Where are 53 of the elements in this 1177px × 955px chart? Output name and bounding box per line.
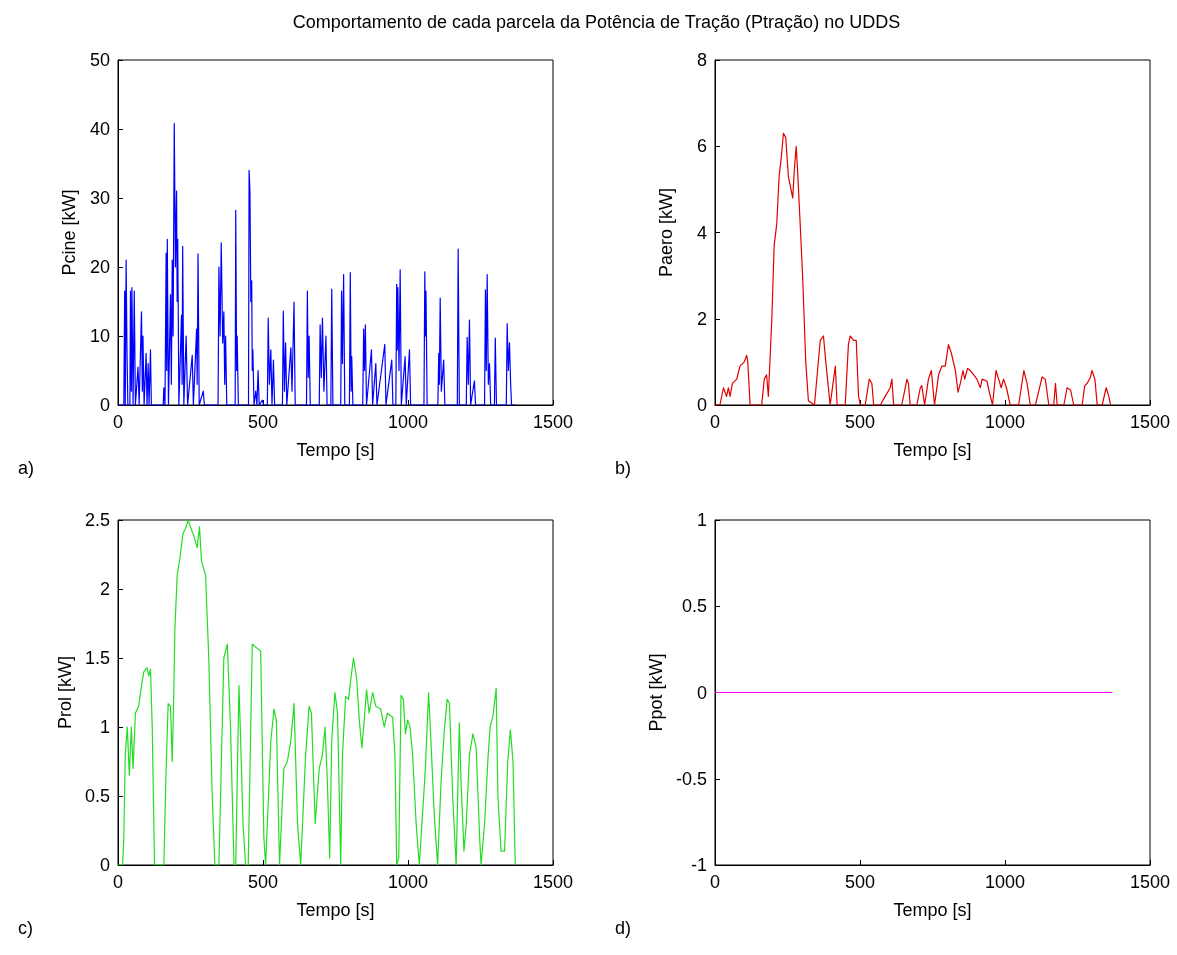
y-tick-label: -1 <box>690 855 707 875</box>
y-tick-label: 0 <box>99 395 110 415</box>
x-tick-label: 1500 <box>1129 412 1171 432</box>
x-tick-label: 1500 <box>532 412 574 432</box>
x-tick-label: 1500 <box>532 872 574 892</box>
y-axis-title: Paero [kW] <box>656 187 676 278</box>
x-tick-label: 1000 <box>984 412 1026 432</box>
y-tick-label: 0 <box>696 682 707 703</box>
y-tick-label: 1 <box>99 717 110 737</box>
y-axis-title: Prol [kW] <box>55 655 76 730</box>
y-tick-label: 30 <box>89 188 110 208</box>
x-axis-title: Tempo [s] <box>296 440 375 460</box>
x-tick-label: 500 <box>844 412 876 432</box>
text: a) <box>18 458 35 478</box>
x-tick-label: 500 <box>247 872 279 892</box>
text: Comportamento de cada parcela da Potência de Tração (Ptração) no UDDS <box>291 12 902 33</box>
x-tick-label: 1000 <box>984 872 1026 892</box>
y-tick-label: 0.5 <box>84 786 110 806</box>
line-series <box>714 132 1112 406</box>
line-series <box>117 122 516 406</box>
x-tick-label: 1500 <box>1129 872 1171 892</box>
y-tick-label: 8 <box>696 50 707 70</box>
y-tick-label: -0.5 <box>675 768 707 789</box>
text: d) <box>615 918 632 938</box>
y-axis-title: Ppot [kW] <box>646 653 667 732</box>
text: c) <box>18 918 33 938</box>
x-tick-label: 0 <box>112 872 124 892</box>
x-axis-title: Tempo [s] <box>893 900 972 920</box>
text: b) <box>615 458 632 478</box>
y-tick-label: 20 <box>89 257 110 277</box>
x-tick-label: 500 <box>247 412 279 432</box>
y-tick-label: 1 <box>696 510 707 530</box>
y-tick-label: 0.5 <box>681 596 707 617</box>
y-tick-label: 10 <box>89 326 110 346</box>
x-axis-title: Tempo [s] <box>893 440 972 460</box>
y-tick-label: 50 <box>89 50 110 70</box>
x-axis-title: Tempo [s] <box>296 900 375 920</box>
y-tick-label: 2 <box>99 579 110 599</box>
x-tick-label: 1000 <box>387 872 429 892</box>
y-tick-label: 1.5 <box>84 648 110 668</box>
y-tick-label: 2.5 <box>84 510 110 530</box>
y-tick-label: 4 <box>696 222 707 243</box>
x-tick-label: 0 <box>709 872 721 892</box>
x-tick-label: 1000 <box>387 412 429 432</box>
y-tick-label: 0 <box>696 395 707 415</box>
y-tick-label: 2 <box>696 308 707 329</box>
x-tick-label: 500 <box>844 872 876 892</box>
y-tick-label: 40 <box>89 119 110 139</box>
y-axis-title: Pcine [kW] <box>59 189 79 276</box>
x-tick-label: 0 <box>112 412 124 432</box>
x-tick-label: 0 <box>709 412 721 432</box>
y-tick-label: 6 <box>696 136 707 157</box>
y-tick-label: 0 <box>99 855 110 875</box>
